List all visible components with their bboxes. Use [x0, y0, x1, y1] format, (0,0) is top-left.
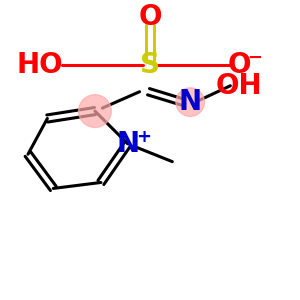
Text: +: + — [136, 128, 151, 146]
Text: N: N — [178, 88, 202, 116]
Circle shape — [79, 95, 111, 128]
Text: −: − — [247, 49, 262, 67]
Text: HO: HO — [16, 51, 63, 79]
Text: N: N — [116, 130, 139, 158]
Text: O: O — [227, 51, 251, 79]
Text: S: S — [140, 51, 160, 79]
Text: OH: OH — [216, 72, 262, 100]
Circle shape — [176, 88, 205, 116]
Text: O: O — [138, 3, 162, 31]
